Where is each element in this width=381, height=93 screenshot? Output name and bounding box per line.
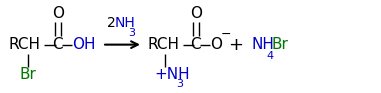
Text: 3: 3 <box>128 28 135 38</box>
Text: O: O <box>190 6 202 21</box>
Text: Br: Br <box>271 37 288 52</box>
Text: NH: NH <box>114 16 135 30</box>
Text: 2: 2 <box>107 16 120 30</box>
Text: RCH: RCH <box>148 37 180 52</box>
Text: +NH: +NH <box>154 67 190 82</box>
Text: Br: Br <box>20 67 37 82</box>
Text: O: O <box>210 37 222 52</box>
Text: C: C <box>190 37 201 52</box>
Text: −: − <box>220 28 231 41</box>
Text: 3: 3 <box>176 79 183 89</box>
Text: NH: NH <box>251 37 274 52</box>
Text: 4: 4 <box>266 51 273 61</box>
Text: RCH: RCH <box>8 37 40 52</box>
Text: OH: OH <box>72 37 95 52</box>
Text: +: + <box>228 36 243 54</box>
Text: C: C <box>53 37 63 52</box>
Text: O: O <box>52 6 64 21</box>
